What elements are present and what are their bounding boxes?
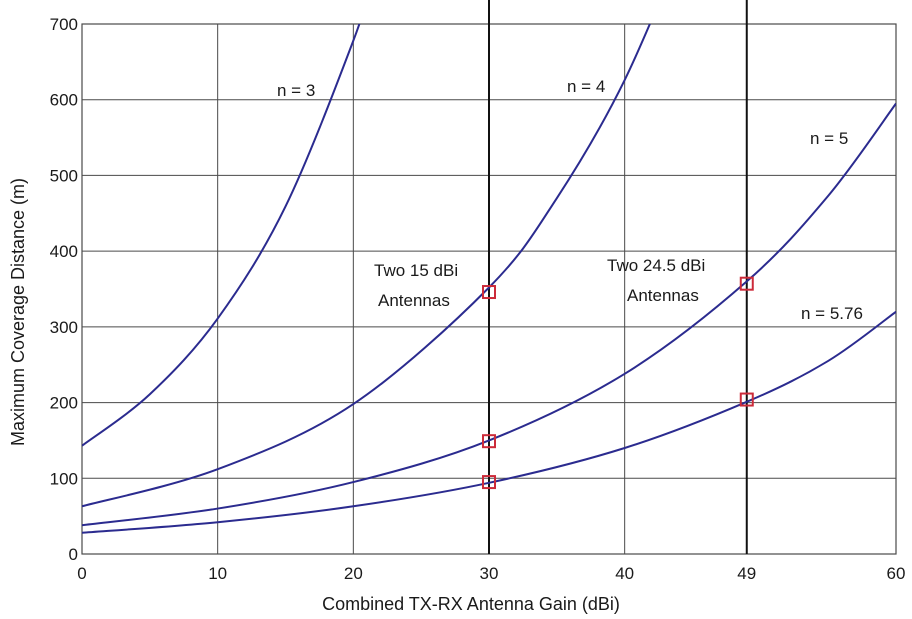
x-tick-label: 49	[737, 564, 756, 583]
y-tick-label: 100	[50, 469, 78, 488]
annotation-antennas-15: Antennas	[378, 291, 450, 310]
y-tick-label: 200	[50, 394, 78, 413]
y-tick-label: 400	[50, 242, 78, 261]
x-tick-label: 10	[208, 564, 227, 583]
series-line	[82, 24, 652, 508]
annotation-two-15-dbi: Two 15 dBi	[374, 261, 458, 280]
data-marker	[482, 475, 496, 490]
y-tick-label: 500	[50, 166, 78, 185]
x-tick-label: 20	[344, 564, 363, 583]
y-tick-label: 300	[50, 318, 78, 337]
x-tick-label: 40	[615, 564, 634, 583]
y-tick-label: 700	[50, 15, 78, 34]
annotation-antennas-24-5: Antennas	[627, 286, 699, 305]
y-tick-label: 600	[50, 91, 78, 110]
x-axis-label: Combined TX-RX Antenna Gain (dBi)	[322, 594, 620, 614]
data-marker	[482, 434, 496, 449]
curves-layer	[82, 24, 896, 534]
annotation-n4: n = 4	[567, 77, 605, 96]
data-marker	[739, 276, 754, 291]
annotation-n576: n = 5.76	[801, 304, 863, 323]
x-tick-label: 30	[480, 564, 499, 583]
annotation-n3: n = 3	[277, 81, 315, 100]
y-axis-label: Maximum Coverage Distance (m)	[8, 178, 28, 446]
y-tick-label: 0	[69, 545, 78, 564]
x-tick-label: 0	[77, 564, 86, 583]
annotation-n5: n = 5	[810, 129, 848, 148]
series-line	[82, 102, 896, 527]
data-marker	[739, 392, 754, 407]
markers-layer	[482, 276, 754, 490]
annotation-two-24-5-dbi: Two 24.5 dBi	[607, 256, 705, 275]
data-marker	[482, 285, 496, 300]
x-tick-label: 60	[887, 564, 906, 583]
series-line	[82, 24, 361, 447]
series-line	[82, 310, 896, 534]
